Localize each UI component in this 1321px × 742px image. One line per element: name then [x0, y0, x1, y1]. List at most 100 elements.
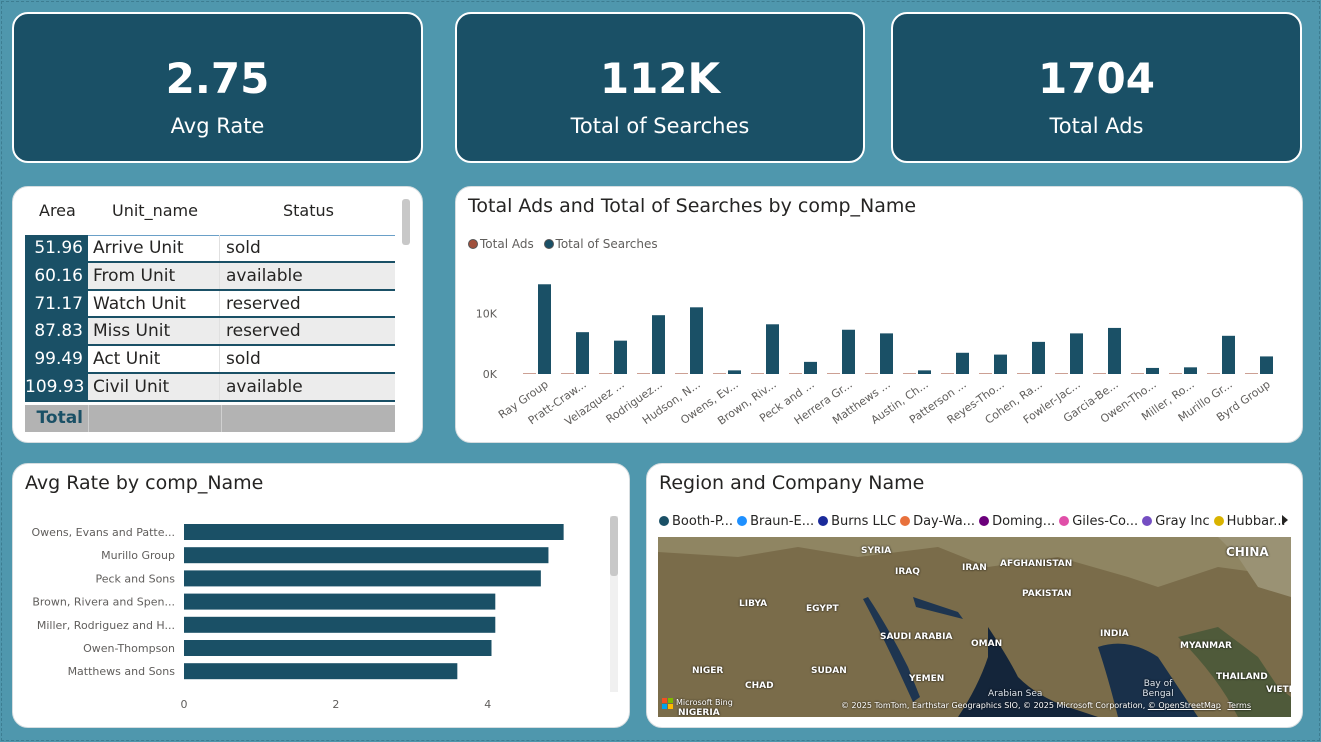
table-row[interactable]: 51.96 Arrive Unit sold — [25, 235, 395, 263]
bar-total-ads[interactable] — [713, 373, 726, 374]
terms-link[interactable]: Terms — [1227, 701, 1251, 710]
bar-total-searches[interactable] — [652, 315, 665, 374]
bar-total-searches[interactable] — [880, 333, 893, 374]
bar-avg-rate[interactable] — [184, 547, 549, 564]
bar-total-ads[interactable] — [751, 373, 764, 374]
map-legend-item[interactable]: Giles-Co... — [1059, 514, 1138, 529]
bar-total-searches[interactable] — [614, 340, 627, 374]
cell-status: reserved — [226, 293, 301, 314]
bar-total-searches[interactable] — [766, 324, 779, 374]
legend-item-total-searches[interactable]: Total of Searches — [543, 237, 658, 251]
bar-total-searches[interactable] — [842, 329, 855, 374]
bar-total-ads[interactable] — [903, 373, 916, 374]
map-canvas[interactable]: SYRIA IRAQ IRAN AFGHANISTAN CHINA LIBYA EGYPT P… — [658, 537, 1291, 717]
map-legend-item[interactable]: Braun-E... — [737, 514, 814, 529]
map-legend-item[interactable]: Hubbar... — [1213, 514, 1286, 529]
bar-total-ads[interactable] — [1245, 373, 1258, 374]
kpi-value: 1704 — [1038, 54, 1155, 103]
osm-link[interactable]: © OpenStreetMap — [1147, 701, 1221, 710]
bar-avg-rate[interactable] — [184, 570, 541, 587]
bar-total-ads[interactable] — [1207, 373, 1220, 374]
bar-total-ads[interactable] — [827, 373, 840, 374]
table-row[interactable]: 99.49 Act Unit sold — [25, 346, 395, 374]
bar-total-searches[interactable] — [956, 352, 969, 374]
cell-status: reserved — [226, 321, 301, 342]
bar-total-searches[interactable] — [1146, 367, 1159, 374]
kpi-label: Avg Rate — [170, 114, 265, 138]
bar-total-searches[interactable] — [1070, 333, 1083, 374]
bar-avg-rate[interactable] — [184, 663, 458, 680]
map-legend-label: Braun-E... — [750, 514, 815, 529]
bar-total-searches[interactable] — [1260, 356, 1273, 374]
bar-total-ads[interactable] — [637, 373, 650, 374]
map-legend-item[interactable]: Burns LLC — [818, 514, 896, 529]
legend-item-total-ads[interactable]: Total Ads — [468, 237, 534, 251]
bar-total-searches[interactable] — [1032, 341, 1045, 374]
cell-status: sold — [226, 349, 261, 370]
cell-area: 87.83 — [25, 318, 88, 345]
bar-total-ads[interactable] — [789, 373, 802, 374]
table-row[interactable]: 87.83 Miss Unit reserved — [25, 318, 395, 347]
bar-total-ads[interactable] — [979, 373, 992, 374]
bar-total-ads[interactable] — [1131, 373, 1144, 374]
kpi-card-total-searches[interactable]: 112K Total of Searches — [455, 12, 865, 163]
cell-area: 99.49 — [25, 346, 88, 372]
bar-total-ads[interactable] — [1017, 373, 1030, 374]
bar-avg-rate[interactable] — [184, 593, 496, 610]
bar-total-ads[interactable] — [599, 373, 612, 374]
chart-scroll-track[interactable] — [610, 516, 618, 692]
column-header-area[interactable]: Area — [39, 201, 76, 220]
map-region-label: EGYPT — [806, 604, 839, 614]
x-tick-label: 0 — [181, 698, 188, 711]
bar-total-searches[interactable] — [1108, 327, 1121, 374]
cell-unit-name: Act Unit — [88, 346, 220, 372]
map-legend-label: Booth-P... — [672, 514, 734, 529]
bar-total-ads[interactable] — [1055, 373, 1068, 374]
table-scrollbar[interactable] — [402, 199, 410, 245]
table-row[interactable]: 71.17 Watch Unit reserved — [25, 290, 395, 319]
bar-total-ads[interactable] — [561, 373, 574, 374]
bar-avg-rate[interactable] — [184, 616, 496, 633]
legend-dot-icon — [1142, 516, 1153, 526]
column-header-status[interactable]: Status — [283, 201, 334, 220]
map-region-label: CHAD — [745, 681, 774, 691]
bar-total-searches[interactable] — [918, 370, 931, 374]
x-tick-label: 4 — [484, 698, 491, 711]
kpi-card-total-ads[interactable]: 1704 Total Ads — [891, 12, 1302, 163]
chart-legend: Total Ads Total of Searches — [468, 237, 658, 251]
bar-total-searches[interactable] — [728, 370, 741, 374]
bar-avg-rate[interactable] — [184, 640, 492, 656]
bar-total-searches[interactable] — [1222, 335, 1235, 374]
bar-total-searches[interactable] — [994, 354, 1007, 374]
map-region-label: IRAN — [962, 563, 987, 573]
kpi-card-avg-rate[interactable]: 2.75 Avg Rate — [12, 12, 423, 163]
map-legend-item[interactable]: Doming... — [979, 514, 1055, 529]
bar-total-searches[interactable] — [804, 361, 817, 374]
table-row[interactable]: 109.93 Civil Unit available — [25, 373, 395, 402]
table-row[interactable]: 60.16 From Unit available — [25, 262, 395, 291]
bing-label: Microsoft Bing — [676, 698, 733, 707]
bar-total-ads[interactable] — [675, 373, 688, 374]
map-region-label: SUDAN — [811, 666, 847, 676]
bar-avg-rate[interactable] — [184, 524, 564, 540]
map-legend-item[interactable]: Gray Inc — [1142, 514, 1210, 529]
map-region-label: Arabian Sea — [988, 689, 1043, 699]
chart-scrollbar[interactable] — [610, 516, 618, 576]
bar-total-searches[interactable] — [576, 332, 589, 374]
bar-total-searches[interactable] — [690, 307, 703, 374]
map-legend-item[interactable]: Booth-P... — [659, 514, 733, 529]
column-header-unit-name[interactable]: Unit_name — [112, 201, 198, 220]
legend-dot-icon — [659, 516, 669, 526]
legend-next-arrow-icon[interactable] — [1282, 515, 1288, 525]
map-legend-item[interactable]: Day-Wa... — [900, 514, 975, 529]
bar-total-ads[interactable] — [1169, 373, 1182, 374]
bar-total-ads[interactable] — [1093, 373, 1106, 374]
bar-total-searches[interactable] — [1184, 367, 1197, 374]
bar-total-searches[interactable] — [538, 284, 551, 374]
bar-total-ads[interactable] — [865, 373, 878, 374]
bar-total-ads[interactable] — [523, 373, 536, 374]
legend-dot-icon — [1059, 516, 1070, 526]
map-region-label: LIBYA — [739, 599, 768, 609]
bar-total-ads[interactable] — [941, 373, 954, 374]
